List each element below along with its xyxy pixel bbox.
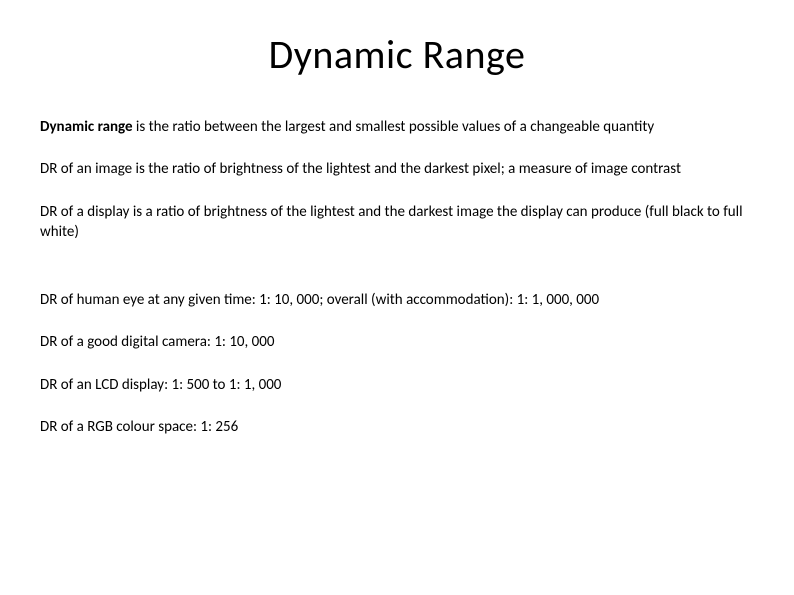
para-definition: Dynamic range is the ratio between the l… xyxy=(40,117,754,137)
para-image-dr: DR of an image is the ratio of brightnes… xyxy=(40,159,754,179)
slide: Dynamic Range Dynamic range is the ratio… xyxy=(0,0,794,595)
para-rgb: DR of a RGB colour space: 1: 256 xyxy=(40,417,754,437)
page-title: Dynamic Range xyxy=(40,30,754,79)
term-rest: is the ratio between the largest and sma… xyxy=(133,118,655,136)
para-human-eye: DR of human eye at any given time: 1: 10… xyxy=(40,290,754,310)
para-display-dr: DR of a display is a ratio of brightness… xyxy=(40,202,754,243)
term-bold: Dynamic range xyxy=(40,118,133,136)
para-camera: DR of a good digital camera: 1: 10, 000 xyxy=(40,332,754,352)
para-lcd: DR of an LCD display: 1: 500 to 1: 1, 00… xyxy=(40,375,754,395)
